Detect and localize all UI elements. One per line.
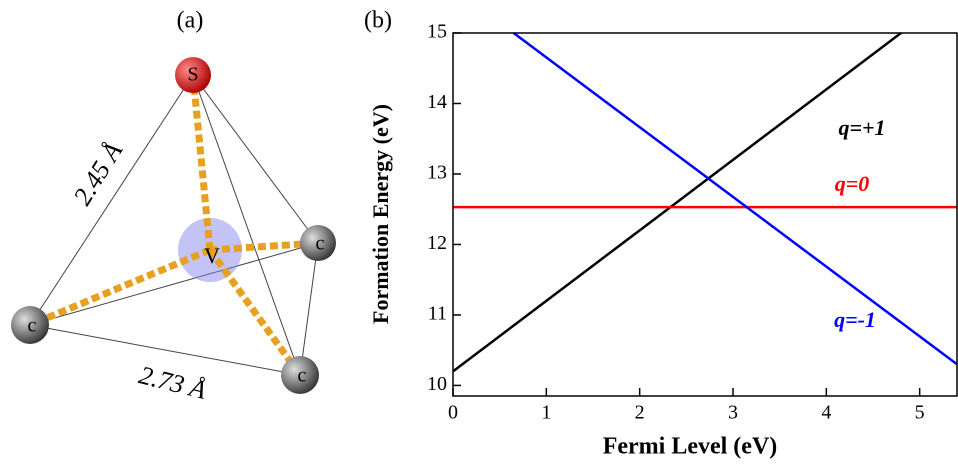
atom — [175, 57, 211, 93]
atom-label: V — [204, 243, 220, 268]
distance-label: 2.73 Å — [136, 360, 209, 405]
series-line — [452, 32, 902, 373]
x-tick-label: 5 — [915, 402, 925, 424]
y-tick-label: 12 — [427, 232, 447, 254]
panel-label: (a) — [177, 8, 204, 34]
x-tick-label: 3 — [728, 402, 738, 424]
x-tick-label: 0 — [448, 402, 458, 424]
x-tick-label: 2 — [635, 402, 645, 424]
atom — [300, 225, 336, 261]
y-tick-label: 11 — [428, 303, 447, 325]
atom — [11, 306, 49, 344]
atom-label: c — [316, 233, 325, 255]
distance-label: 2.45 Å — [68, 137, 129, 210]
bonds — [28, 74, 319, 378]
line-chart: (b) Fermi Level (eV) Formation Energy (e… — [364, 8, 958, 460]
atom-label: c — [298, 365, 307, 387]
plot-frame — [452, 32, 958, 397]
atom-label: c — [28, 315, 37, 337]
y-tick-label: 14 — [427, 91, 447, 113]
y-axis-label: Formation Energy (eV) — [368, 104, 393, 324]
series-label: q=0 — [835, 171, 870, 196]
series-label: q=-1 — [834, 307, 876, 332]
structure-diagram: (a) S V c c c 2.45 Å 2.73 Å — [11, 8, 336, 405]
x-tick-label: 4 — [821, 402, 831, 424]
x-axis-label: Fermi Level (eV) — [603, 434, 778, 460]
series-label: q=+1 — [838, 115, 885, 140]
y-tick-label: 10 — [427, 373, 447, 395]
edges — [29, 74, 319, 376]
panel-label: (b) — [364, 8, 392, 34]
y-tick-label: 13 — [427, 162, 447, 184]
atom — [281, 356, 319, 394]
atom-label: S — [187, 64, 198, 86]
series-line — [512, 31, 958, 366]
y-tick-label: 15 — [427, 21, 447, 43]
x-tick-label: 1 — [541, 402, 551, 424]
